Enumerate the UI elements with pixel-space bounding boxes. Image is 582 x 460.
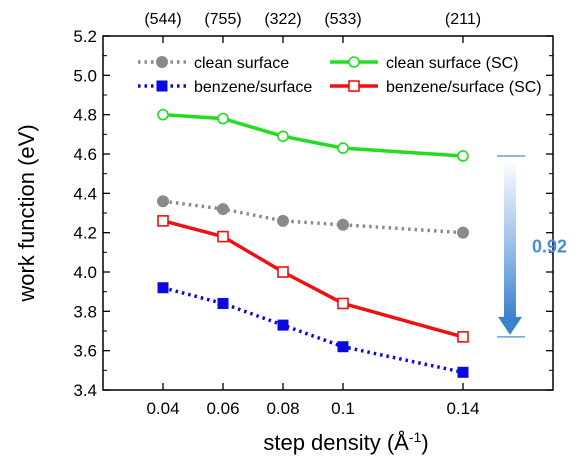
x-tick-label: 0.1 bbox=[331, 399, 355, 418]
data-point-2-3 bbox=[337, 341, 349, 353]
data-point-1-0 bbox=[157, 108, 169, 121]
x-axis-title-main: step density (Å bbox=[263, 430, 409, 455]
y-tick-label: 4.6 bbox=[73, 145, 97, 164]
top-axis-label: (755) bbox=[204, 11, 241, 28]
x-tick-label: 0.08 bbox=[266, 399, 299, 418]
data-point-0-3 bbox=[337, 218, 349, 231]
data-point-2-2 bbox=[277, 319, 289, 331]
legend-marker-3 bbox=[348, 80, 360, 92]
legend-marker-0 bbox=[156, 56, 168, 68]
data-point-3-0 bbox=[157, 215, 169, 227]
data-point-0-4 bbox=[457, 226, 469, 239]
data-point-1-1 bbox=[217, 112, 229, 125]
series-line-0 bbox=[162, 199, 464, 235]
data-point-2-4 bbox=[457, 366, 469, 378]
data-point-2-0 bbox=[157, 282, 169, 294]
data-point-1-2 bbox=[277, 130, 289, 143]
top-axis-label: (322) bbox=[264, 11, 301, 28]
data-point-1-3 bbox=[337, 142, 349, 154]
annotation-arrow-shaft bbox=[504, 158, 516, 318]
y-tick-label: 4.0 bbox=[73, 263, 97, 282]
data-point-3-3 bbox=[337, 297, 349, 310]
legend-label: clean surface bbox=[194, 55, 289, 72]
data-point-2-1 bbox=[217, 297, 229, 309]
y-tick-label: 3.6 bbox=[73, 342, 97, 361]
legend-label: benzene/surface (SC) bbox=[386, 79, 542, 96]
y-tick-label: 4.4 bbox=[73, 184, 97, 203]
data-point-0-2 bbox=[277, 214, 289, 227]
series-line-2 bbox=[162, 286, 464, 375]
series-line-3 bbox=[162, 219, 464, 339]
x-axis-title-superscript: -1 bbox=[409, 429, 422, 445]
data-point-3-2 bbox=[277, 266, 289, 278]
y-tick-label: 4.2 bbox=[73, 224, 97, 243]
data-point-0-0 bbox=[157, 195, 169, 208]
top-axis-label: (211) bbox=[445, 11, 481, 28]
legend-label: benzene/surface bbox=[194, 79, 312, 96]
x-axis-title-close: ) bbox=[421, 430, 428, 455]
series-line-1 bbox=[162, 112, 464, 158]
data-point-1-4 bbox=[457, 150, 469, 162]
legend-marker-1 bbox=[348, 56, 360, 68]
top-axis-label: (544) bbox=[144, 11, 181, 28]
annotation-arrow-head bbox=[498, 316, 522, 335]
data-point-3-1 bbox=[217, 230, 229, 243]
legend-marker-2 bbox=[156, 80, 168, 92]
data-point-0-1 bbox=[217, 203, 229, 216]
annotation-value: 0.92 bbox=[532, 236, 567, 256]
top-axis-label: (533) bbox=[324, 11, 361, 28]
x-axis-title: step density (Å-1) bbox=[263, 429, 428, 455]
x-tick-label: 0.06 bbox=[206, 399, 239, 418]
data-point-3-4 bbox=[457, 331, 469, 343]
x-tick-label: 0.14 bbox=[446, 399, 479, 418]
y-tick-label: 3.8 bbox=[73, 302, 97, 321]
y-tick-label: 5.2 bbox=[73, 27, 97, 46]
y-tick-label: 3.4 bbox=[73, 381, 97, 400]
x-tick-label: 0.04 bbox=[146, 399, 179, 418]
y-tick-label: 5.0 bbox=[73, 66, 97, 85]
y-axis-title: work function (eV) bbox=[14, 124, 39, 302]
y-tick-label: 4.8 bbox=[73, 106, 97, 125]
legend-label: clean surface (SC) bbox=[386, 55, 519, 72]
